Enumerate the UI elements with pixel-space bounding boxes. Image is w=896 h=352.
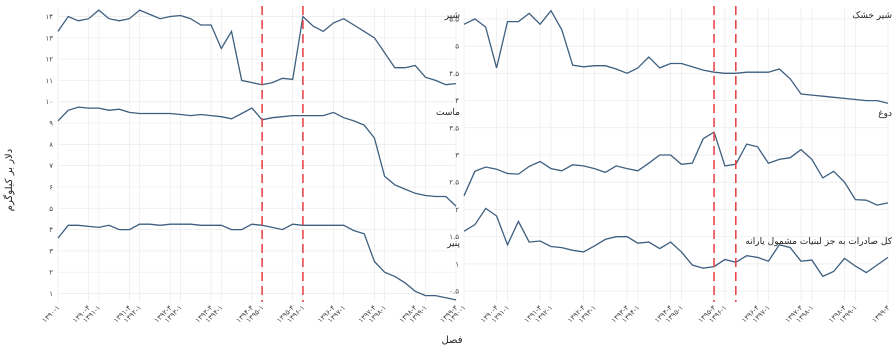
y-tick-label: ۸ bbox=[49, 141, 53, 149]
y-tick-label: ۱۳ bbox=[45, 34, 53, 42]
y-tick-label: ۴.۵ bbox=[449, 70, 459, 78]
series-line bbox=[57, 223, 457, 301]
y-tick-label: ۵.۵ bbox=[449, 15, 459, 23]
x-tick-label: ۱۳۹۹-۴ bbox=[871, 304, 892, 325]
x-axis-title: فصل bbox=[441, 335, 462, 346]
y-tick-label: ۵ bbox=[49, 205, 53, 213]
y-tick-label: ۱ bbox=[455, 260, 459, 268]
x-tick-label: ۱۳۹۰-۱ bbox=[41, 304, 62, 325]
y-tick-label: ۳ bbox=[49, 247, 53, 255]
y-tick-label: ۱۴ bbox=[45, 13, 53, 21]
y-tick-label: ۱.۵ bbox=[449, 233, 459, 241]
y-tick-label: ۴ bbox=[455, 97, 459, 105]
y-tick-label: ۱۱ bbox=[45, 77, 53, 85]
y-tick-label: ۷ bbox=[49, 162, 53, 170]
series-label: دوغ bbox=[878, 109, 892, 119]
y-tick-label: ۱۰ bbox=[45, 98, 53, 106]
series-line bbox=[463, 9, 889, 104]
series-label: ماست bbox=[436, 108, 460, 118]
y-tick-label: ۴ bbox=[49, 226, 53, 234]
y-tick-label: ۲.۵ bbox=[449, 179, 459, 187]
y-axis-title: دلار بر کیلوگرم bbox=[3, 149, 15, 211]
series-label: پنیر bbox=[446, 239, 460, 249]
y-tick-label: ۱۲ bbox=[45, 56, 53, 64]
y-tick-label: ۱ bbox=[49, 290, 53, 298]
y-tick-label: ۰.۵ bbox=[449, 288, 459, 296]
series-line bbox=[57, 106, 457, 207]
series-label: شیر bbox=[444, 11, 460, 21]
y-tick-label: ۳ bbox=[455, 152, 459, 160]
series-line bbox=[57, 9, 457, 86]
y-tick-label: ۲ bbox=[455, 206, 459, 214]
series-line bbox=[463, 131, 889, 206]
y-tick-label: ۲ bbox=[49, 269, 53, 277]
y-tick-label: ۹ bbox=[49, 120, 53, 128]
y-tick-label: ۳.۵ bbox=[449, 124, 459, 132]
series-label: کل صادرات به جز لبنیات مشمول یارانه bbox=[745, 237, 892, 247]
series-label: شیر خشک bbox=[852, 11, 892, 21]
y-tick-label: ۵ bbox=[455, 43, 459, 51]
series-line bbox=[463, 207, 889, 278]
y-tick-label: ۶ bbox=[49, 183, 53, 191]
